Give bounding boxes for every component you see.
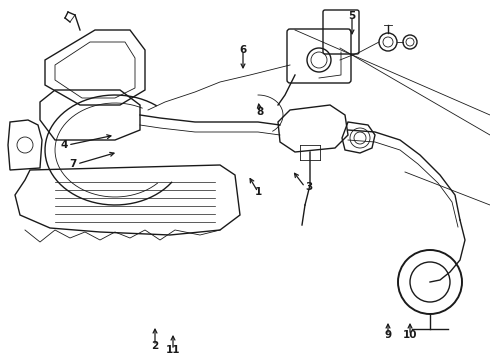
Text: 4: 4 [61, 140, 68, 150]
Text: 11: 11 [166, 345, 180, 355]
Text: 10: 10 [403, 330, 417, 340]
Text: 7: 7 [70, 159, 77, 169]
Text: 3: 3 [305, 182, 312, 192]
Text: 6: 6 [240, 45, 246, 55]
Text: 2: 2 [151, 341, 159, 351]
Text: 8: 8 [256, 107, 264, 117]
Text: 5: 5 [348, 11, 356, 21]
Text: 1: 1 [254, 187, 262, 197]
Text: 9: 9 [385, 330, 392, 340]
